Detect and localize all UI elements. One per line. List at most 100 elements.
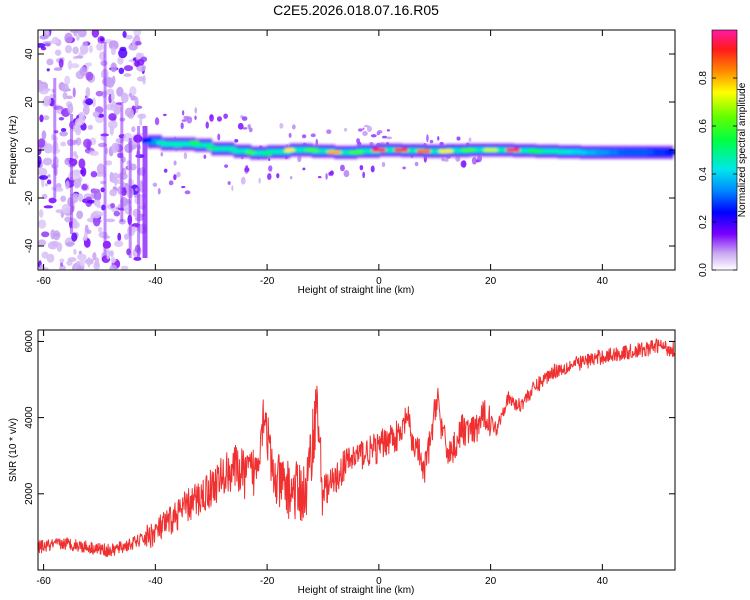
scatter-mark [370,165,375,173]
noise-speckle-mark [47,174,51,178]
noise-speckle-mark [113,210,121,217]
scatter-mark [216,116,222,122]
noise-speckle-mark [86,199,96,204]
colorbar-gradient [712,30,737,270]
noise-speckle-mark [43,205,54,209]
snr-x-tick-label: -60 [36,576,51,587]
noise-speckle-mark [95,90,104,97]
ridge-point [483,148,498,152]
scatter-mark [414,161,419,167]
scatter-mark [460,160,467,168]
noise-speckle-mark [87,256,91,268]
spectrogram-x-tick-label: 20 [485,276,497,287]
scatter-mark [279,122,284,129]
noise-speckle-mark [105,218,116,223]
noise-speckle-mark [77,265,83,270]
scatter-mark [224,164,229,168]
noise-speckle-mark [87,124,93,130]
scatter-mark [329,170,334,176]
noise-speckle-mark [72,46,79,55]
noise-speckle-mark [38,83,45,93]
noise-speckle-mark [118,67,125,75]
noise-streak [120,102,124,222]
snr-y-tick-label: 4000 [24,406,35,429]
scatter-mark [291,124,296,130]
noise-speckle-mark [46,58,54,66]
spectrogram-y-tick-label: 40 [24,48,35,60]
ridge-point [617,150,632,155]
ridge-point [228,148,239,152]
noise-speckle-mark [72,194,79,203]
scatter-mark [364,124,369,128]
spectrogram-panel: -60 -40 -20 0 20 40 -40 -20 0 20 40 Height of stra… [8,29,676,296]
noise-speckle-mark [74,179,80,189]
scatter-mark [181,110,185,116]
noise-speckle-mark [96,42,104,51]
scatter-mark [326,129,332,135]
noise-speckle-mark [132,105,143,110]
noise-speckle-mark [88,45,93,54]
noise-speckle-mark [96,163,106,175]
spectrogram-y-tick-label: 20 [24,96,35,108]
colorbar-ticks: 0.0 0.2 0.4 0.6 0.8 [698,71,737,277]
spectrogram-x-tick-label: -20 [260,276,275,287]
snr-frame [37,329,676,571]
spectrogram-area [38,30,675,270]
scatter-mark [181,119,187,122]
noise-speckle-mark [75,117,85,126]
snr-y-label: SNR (10 * v/v) [8,418,19,482]
scatter-mark [223,113,228,119]
scatter-mark [386,136,393,140]
noise-speckle-mark [73,248,77,255]
noise-speckle-mark [117,232,122,242]
scatter-mark [209,114,214,122]
colorbar-tick-label: 0.0 [698,263,709,277]
scatter-mark [386,129,390,132]
ridge-point [349,150,364,155]
scatter-mark [173,160,177,166]
scatter-mark [194,115,197,120]
scatter-mark [242,127,248,130]
noise-speckle-mark [124,233,129,240]
noise-speckle-mark [139,179,144,190]
noise-streak [137,126,141,258]
ridge-band [401,148,425,154]
noise-speckle-mark [92,111,100,118]
noise-speckle-mark [75,128,81,136]
noise-speckle-mark [71,221,80,229]
scatter-mark [267,173,272,180]
ridge-band [602,149,626,155]
noise-speckle-mark [45,30,50,36]
noise-speckle-mark [54,187,64,192]
noise-speckle-mark [43,115,50,121]
noise-speckle-mark [46,68,50,72]
noise-speckle-mark [110,47,116,56]
snr-ticks: -60 -40 -20 0 20 40 2000 4000 6000 [24,330,675,587]
scatter-mark [268,165,273,172]
noise-speckle-mark [83,231,88,242]
noise-speckle-mark [91,210,102,219]
scatter-mark [203,154,207,159]
noise-speckle-mark [65,241,75,247]
ridge-point [304,148,319,152]
snr-series-line [38,338,675,557]
scatter-mark [429,139,434,144]
scatter-mark [231,185,234,192]
ridge-band [160,141,179,147]
ridge-point [245,150,256,155]
noise-speckle-mark [38,155,42,166]
noise-speckle-mark [113,104,121,116]
ridge-band [378,147,403,153]
noise-speckle-mark [77,30,87,38]
scatter-mark [186,116,193,124]
ridge-band [468,147,492,153]
noise-speckle-mark [41,251,49,259]
noise-speckle-mark [79,66,88,76]
scatter-mark [205,121,209,129]
noise-speckle-mark [108,113,117,121]
noise-speckle-mark [108,250,113,256]
noise-speckle-mark [134,40,142,46]
snr-x-tick-label: 0 [376,576,382,587]
ridge-point [595,150,610,155]
ridge-band [535,148,559,154]
